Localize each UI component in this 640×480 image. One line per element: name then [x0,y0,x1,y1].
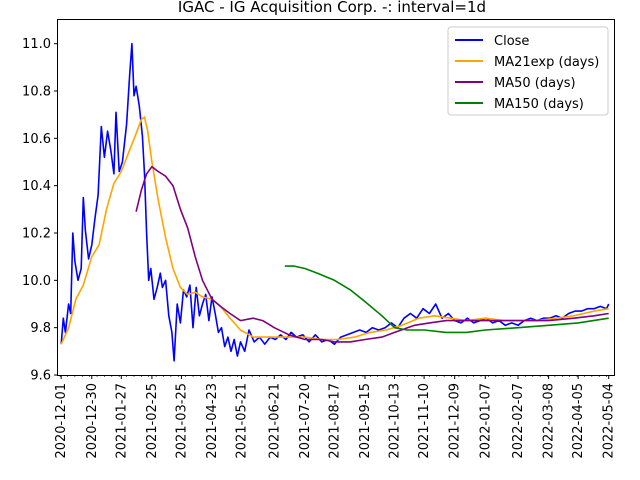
x-tick-label: 2022-01-07 [478,383,493,459]
x-tick-label: 2021-07-20 [298,383,313,459]
plot-frame [57,19,615,376]
y-tick-label: 9.8 [30,321,51,336]
y-tick-label: 10.8 [22,85,51,100]
x-tick-label: 2021-08-17 [327,383,342,459]
x-tick-label: 2021-04-23 [205,383,220,459]
legend-label: MA150 (days) [494,97,584,112]
x-tick-label: 2021-12-09 [448,383,463,459]
series-line-3 [284,265,609,334]
y-tick-label: 9.6 [30,369,51,384]
legend-box [447,26,609,116]
legend: Close MA21exp (days) MA50 (days) MA150 (day… [447,26,609,116]
x-tick-label: 2022-05-04 [602,383,617,459]
series-line-2 [135,165,609,343]
x-tick-label: 2021-03-25 [174,383,189,459]
x-tick-label: 2020-12-01 [54,383,69,459]
x-tick-label: 2020-12-30 [85,383,100,459]
x-tick-label: 2021-06-21 [267,383,282,459]
x-tick-label: 2021-11-10 [417,383,432,459]
y-tick-label: 11.0 [22,37,51,52]
legend-label: Close [494,34,529,49]
legend-label: MA50 (days) [494,76,576,91]
plot-lines [60,42,610,362]
x-tick-label: 2022-03-08 [542,383,557,459]
x-tick-label: 2022-04-05 [571,383,586,459]
x-tick-label: 2021-02-25 [145,383,160,459]
y-axis: 9.6 9.8 10.0 10.2 10.4 10.6 10.8 11.0 [22,37,58,384]
y-tick-label: 10.4 [22,179,51,194]
legend-label: MA21exp (days) [494,55,599,70]
y-tick-label: 10.0 [22,274,51,289]
x-tick-label: 2021-10-13 [388,383,403,459]
x-tick-label: 2021-01-27 [114,383,129,459]
chart-title: IGAC - IG Acquisition Corp. -: interval=… [178,0,486,16]
y-tick-label: 10.6 [22,132,51,147]
y-tick-label: 10.2 [22,227,51,242]
x-tick-label: 2021-05-21 [235,383,250,459]
x-tick-label: 2022-02-07 [511,383,526,459]
series-line-0 [60,42,610,362]
x-axis: 2020-12-01 2020-12-30 2021-01-27 2021-02-25… [54,375,617,459]
x-tick-label: 2021-09-15 [358,383,373,459]
